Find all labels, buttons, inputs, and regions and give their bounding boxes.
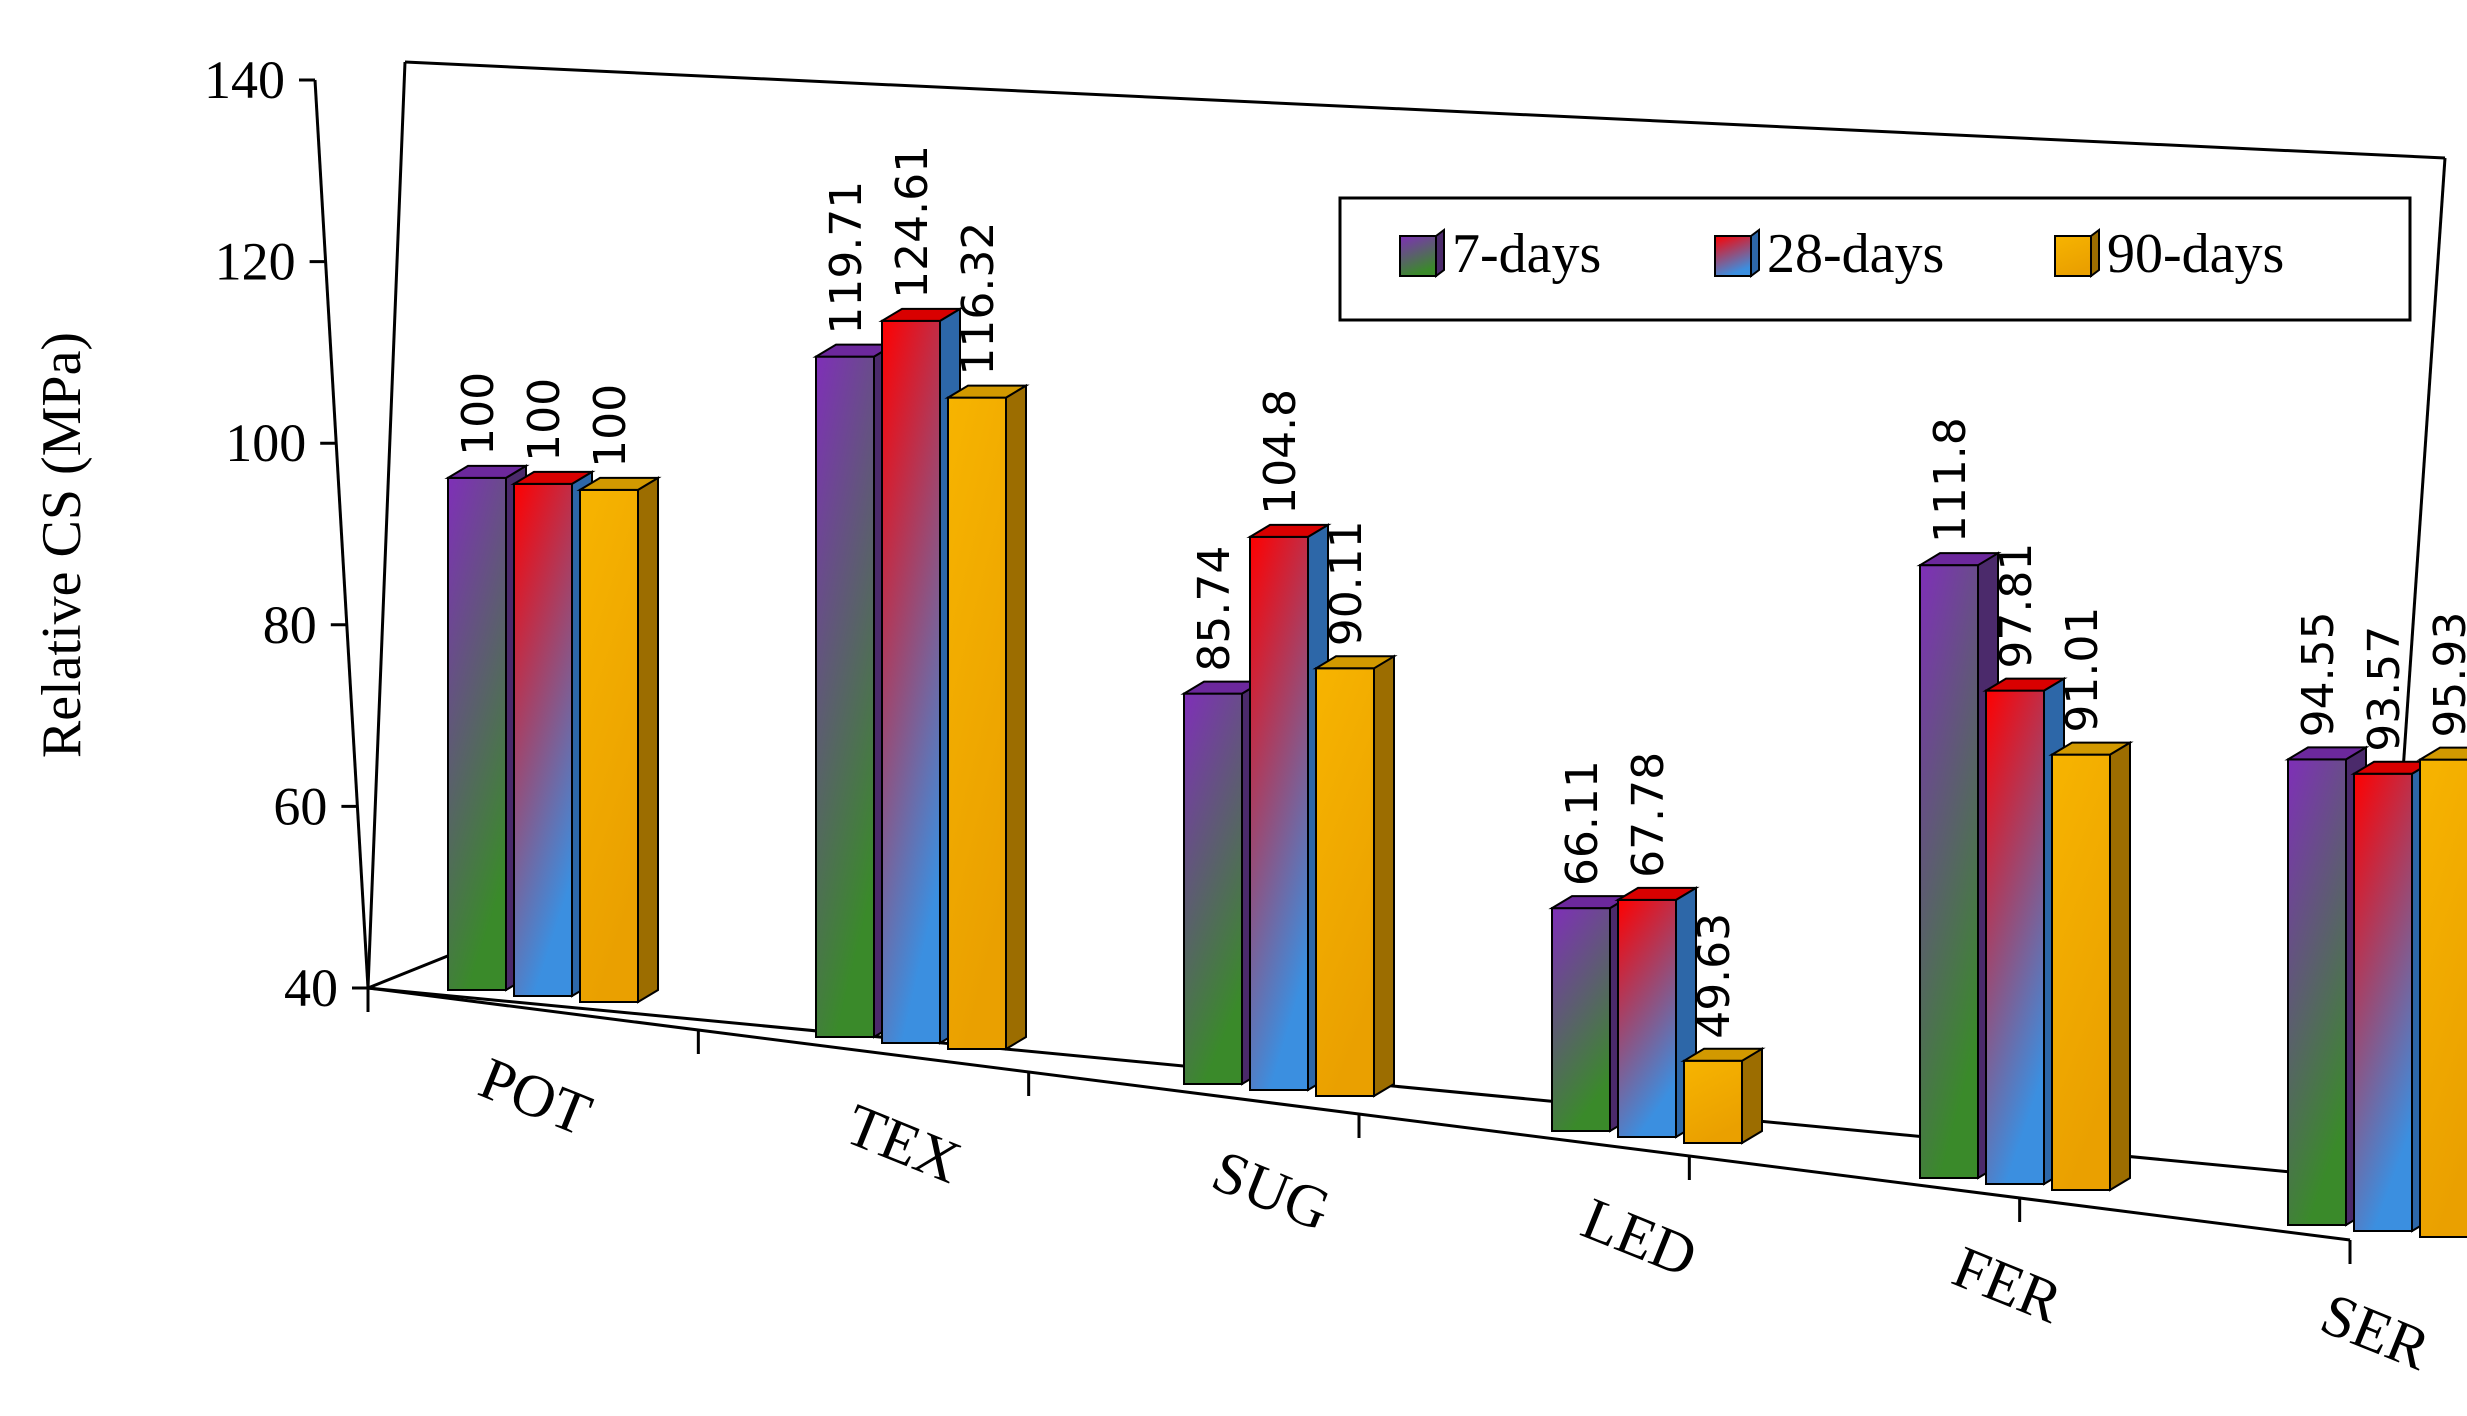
category-label-LED: LED [1573,1185,1706,1290]
back-left-edge [366,61,407,989]
bar-front-face [579,488,639,1003]
legend-item-28-days: 28-days [1714,223,1944,285]
data-label-28-days-POT: 100 [519,378,570,462]
legend-swatch [1399,235,1437,277]
back-top-edge [404,60,2446,160]
bar-front-face [1551,907,1611,1132]
legend-swatch-side [2090,228,2100,278]
legend-swatch-side [1750,228,1760,278]
bar-90-days-TEX [944,383,1030,1051]
legend-label: 28-days [1767,223,1944,285]
legend-swatch-side [1435,228,1445,278]
bar-front-face [1315,667,1375,1098]
data-label-28-days-LED: 67.78 [1623,752,1674,878]
bar-front-face [1617,898,1677,1138]
y-axis-ticks: 40 60 80 100 120 140 [204,50,368,1018]
legend-label: 90-days [2107,223,2284,285]
bar-top-face [1312,655,1398,670]
category-label-SER: SER [2312,1280,2439,1382]
bar-top-face [1916,552,2002,567]
y-tick-label: 80 [263,595,317,655]
bar-front-face [947,396,1007,1051]
data-label-28-days-FER: 97.81 [1991,543,2042,669]
category-label-TEX: TEX [837,1091,970,1196]
bar-top-face [1614,886,1700,901]
data-label-7-days-SER: 94.55 [2293,611,2344,737]
bar-top-face [1982,677,2068,692]
y-tick-label: 40 [284,958,338,1018]
bar-side-face [2109,740,2131,1192]
bar-side-face [1741,1047,1763,1145]
bar-top-face [1246,523,1332,538]
legend-label: 7-days [1452,223,1601,285]
bar-front-face [2419,758,2467,1239]
bar-front-face [447,476,507,991]
bar-front-face [2051,753,2111,1191]
data-label-28-days-SER: 93.57 [2359,626,2410,752]
left-axis-line [313,79,370,989]
data-label-7-days-POT: 100 [453,372,504,456]
bar-side-face [637,476,659,1004]
bar-28-days-TEX [878,307,964,1045]
bar-front-face [1683,1059,1743,1145]
bar-top-face [444,464,530,479]
data-labels-group: 100 100 100 119.71 124.61 116.32 85.74 104.8 90.… [453,145,2467,1039]
bar-top-face [944,384,1030,399]
bar-28-days-LED [1614,886,1700,1139]
x-axis-ticks [366,988,2352,1264]
y-tick-label: 60 [273,776,327,836]
legend-swatch [1714,235,1752,277]
bar-front-face [1249,535,1309,1091]
bar-90-days-POT [576,476,662,1004]
legend: 7-days 28-days 90-days [1338,196,2412,322]
data-label-90-days-LED: 49.63 [1689,913,1740,1039]
bar-front-face [815,355,875,1039]
bar-90-days-SUG [1312,654,1398,1098]
data-label-90-days-SER: 95.93 [2425,612,2467,738]
bar-top-face [510,470,596,485]
bar-top-face [576,476,662,491]
bar-front-face [1985,689,2045,1185]
legend-item-90-days: 90-days [2054,223,2284,285]
legend-swatch [2054,235,2092,277]
bar-front-face [2287,758,2347,1226]
bars-group [444,307,2467,1239]
data-label-90-days-SUG: 90.11 [1321,520,1372,646]
y-tick-label: 120 [215,232,296,292]
category-label-SUG: SUG [1203,1137,1339,1243]
legend-item-7-days: 7-days [1399,223,1601,285]
bar-front-face [513,482,573,997]
data-label-7-days-SUG: 85.74 [1189,546,1240,672]
category-label-POT: POT [471,1045,601,1149]
data-label-28-days-TEX: 124.61 [887,145,938,299]
data-label-7-days-FER: 111.8 [1925,417,1976,543]
bar-front-face [881,319,941,1044]
bar-side-face [1373,654,1395,1098]
y-tick-label: 100 [225,413,306,473]
data-label-7-days-LED: 66.11 [1557,760,1608,886]
data-label-90-days-TEX: 116.32 [953,222,1004,376]
data-label-90-days-FER: 91.01 [2057,607,2108,733]
bar-top-face [1680,1047,1766,1062]
bar-side-face [1005,383,1027,1051]
bar-top-face [2048,741,2134,756]
bar-front-face [1919,564,1979,1179]
bar-top-face [2284,746,2370,761]
bar-front-face [1183,692,1243,1086]
bar-90-days-SER [2416,746,2467,1239]
y-axis-title: Relative CS (MPa) [31,332,93,758]
bar-90-days-LED [1680,1047,1766,1145]
category-label-FER: FER [1944,1233,2071,1335]
bar-90-days-FER [2048,740,2134,1192]
bar-top-face [2416,746,2467,761]
data-label-28-days-SUG: 104.8 [1255,389,1306,515]
bar-top-face [878,307,964,322]
legend-box [1338,196,2412,322]
data-label-7-days-TEX: 119.71 [821,181,872,335]
y-tick-label: 140 [204,50,285,110]
data-label-90-days-POT: 100 [585,384,636,468]
bar-front-face [2353,772,2413,1232]
